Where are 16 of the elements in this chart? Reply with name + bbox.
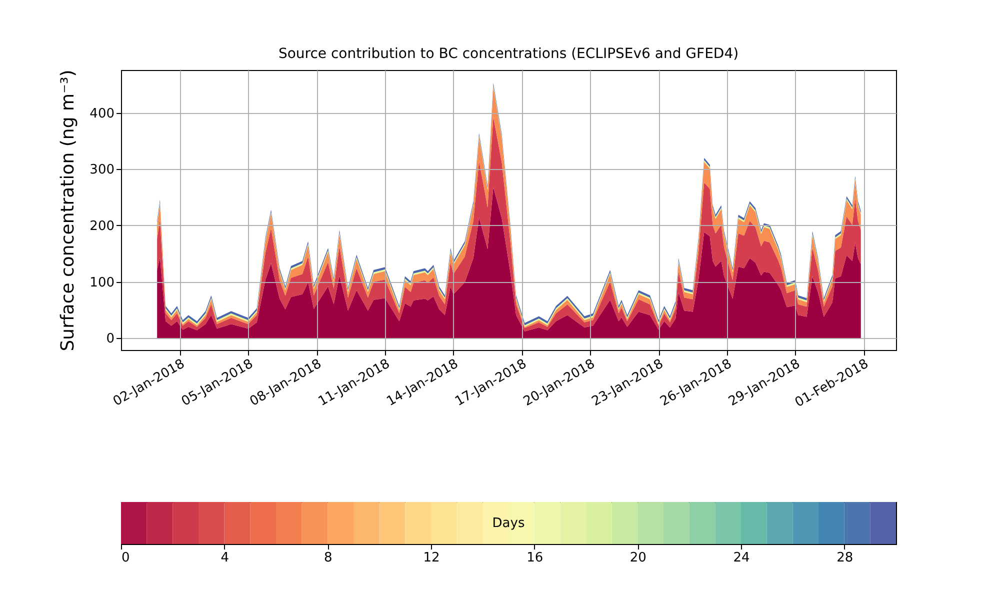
color-bar-label: 8 xyxy=(324,550,332,566)
color-bar-label: 24 xyxy=(733,550,750,566)
color-bar-label: 28 xyxy=(836,550,854,566)
y-tick-label: 400 xyxy=(90,106,114,122)
color-bar-title: Days xyxy=(492,516,525,531)
y-axis-title: Surface concentration (ng m⁻³) xyxy=(58,70,79,352)
color-bar-label: 0 xyxy=(122,550,130,566)
y-tick-label: 300 xyxy=(90,162,114,178)
color-bar-label: 20 xyxy=(630,550,646,566)
color-bar-label: 4 xyxy=(220,550,229,566)
chart-title: Source contribution to BC concentrations (ECLIPSEv6 and GFED4) xyxy=(278,46,739,62)
y-tick-label: 100 xyxy=(90,275,114,290)
y-tick-label: 200 xyxy=(90,218,114,234)
color-bar-label: 16 xyxy=(526,550,544,566)
y-tick-label: 0 xyxy=(106,332,114,347)
color-bar-label: 12 xyxy=(423,550,440,566)
